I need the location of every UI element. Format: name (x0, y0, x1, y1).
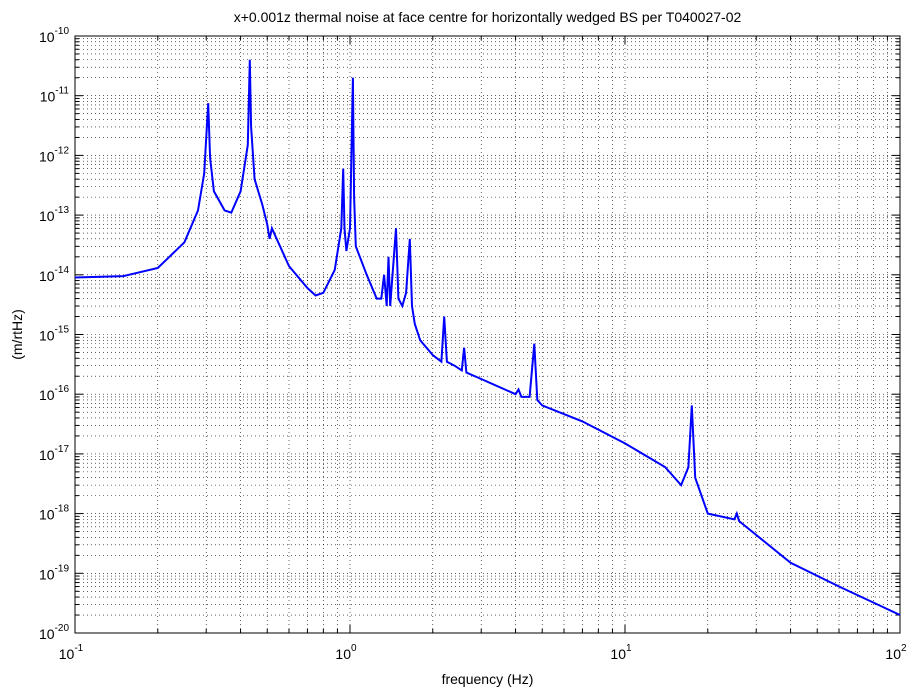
y-tick-label: 10-16 (39, 384, 69, 403)
grid (74, 36, 900, 634)
y-tick-label: 10-13 (39, 205, 69, 224)
y-tick-label: 10-18 (39, 504, 69, 523)
series-line (74, 59, 901, 616)
y-tick-label: 10-10 (39, 26, 69, 45)
y-tick-label: 10-15 (39, 325, 69, 344)
x-axis-label: frequency (Hz) (442, 671, 534, 687)
y-tick-labels: 10-10 10-11 10-12 10-13 10-14 10-15 10-16 10-17… (39, 26, 69, 642)
chart-title: x+0.001z thermal noise at face centre fo… (234, 9, 742, 25)
y-tick-label: 10-20 (39, 623, 69, 642)
y-axis-label: (m/rtHz) (9, 309, 25, 360)
y-tick-label: 10-11 (40, 86, 70, 105)
minor-ticks (74, 36, 900, 634)
y-tick-label: 10-19 (39, 563, 69, 582)
y-tick-label: 10-17 (39, 444, 69, 463)
y-tick-label: 10-12 (39, 145, 69, 164)
y-tick-label: 10-14 (39, 265, 69, 284)
